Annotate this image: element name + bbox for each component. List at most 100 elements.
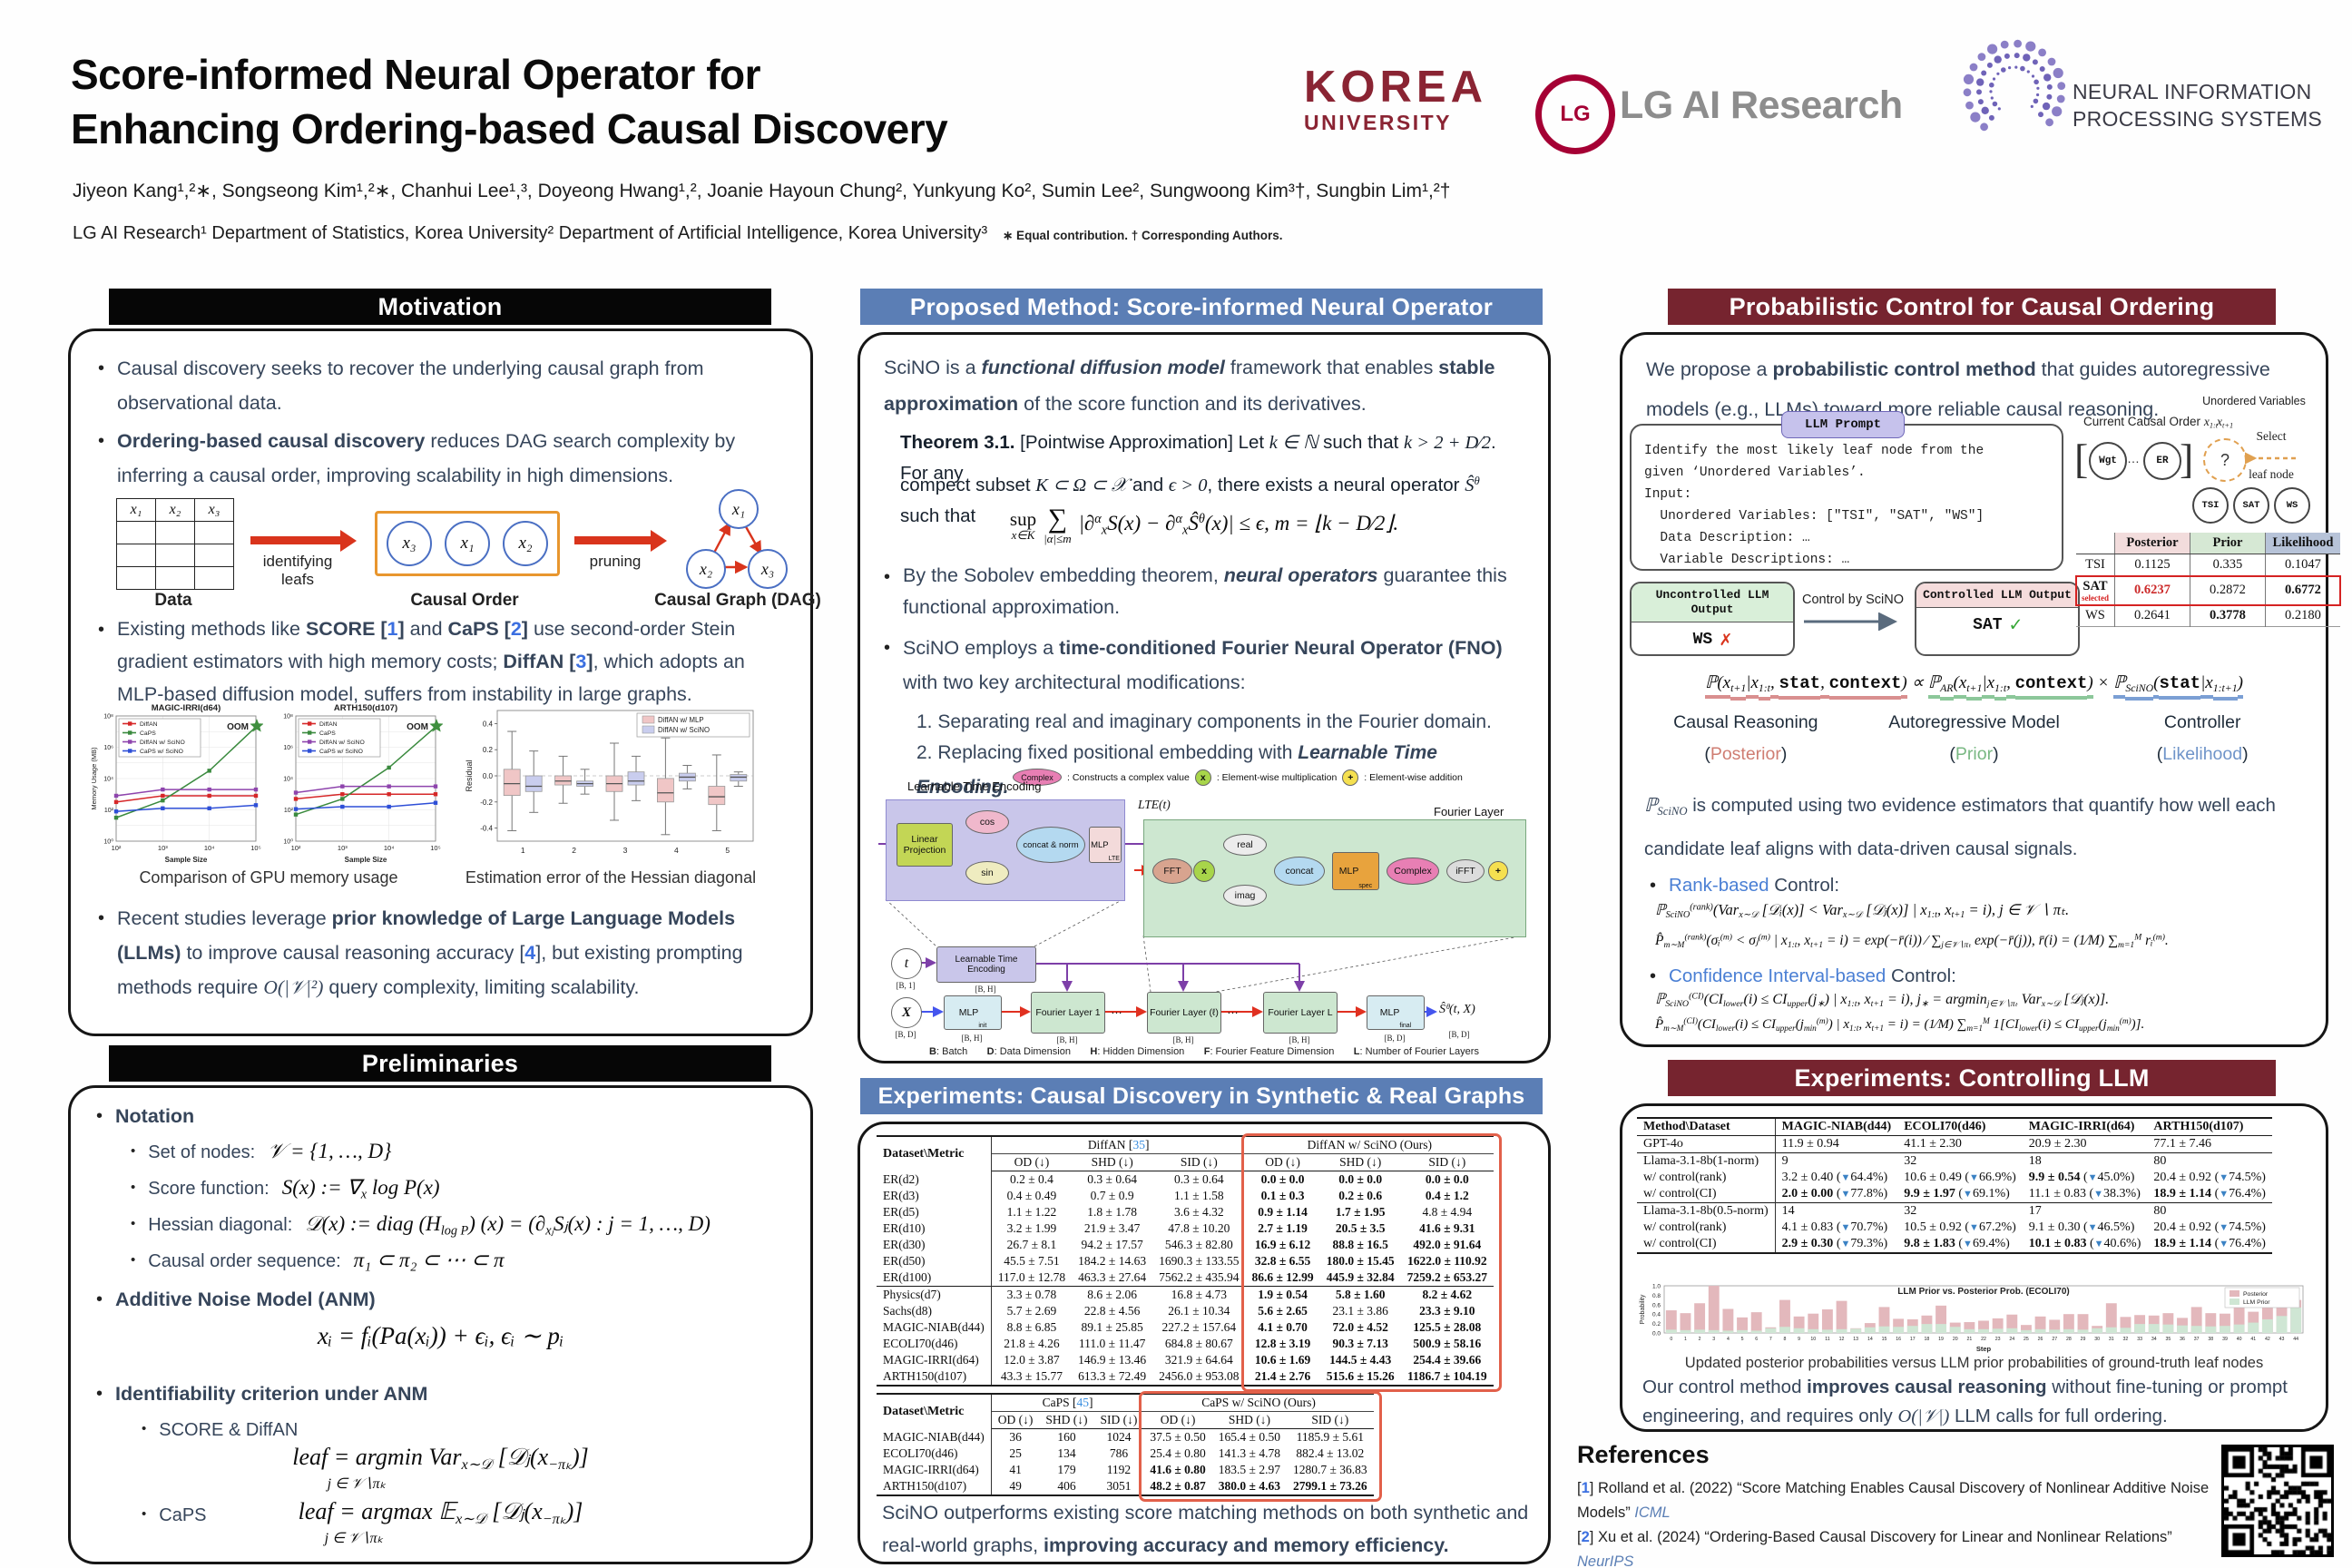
caps-results-table: Dataset\Metric CaPS [45] CaPS w/ SciNO (Ou… bbox=[877, 1391, 1382, 1502]
neurips-swirl-svg bbox=[1963, 39, 2066, 132]
column-header: SHD (↓) bbox=[1072, 1153, 1153, 1171]
table-cell: 515.6 ± 15.26 bbox=[1319, 1368, 1401, 1387]
column-header: MAGIC-IRRI(d64) bbox=[2022, 1117, 2148, 1136]
row-name: ER(d2) bbox=[877, 1171, 992, 1188]
paren: ) bbox=[1993, 744, 1999, 764]
text-segment: θ bbox=[1198, 512, 1205, 527]
column-header: SHD (↓) bbox=[1319, 1153, 1401, 1171]
chart-gpu-memory-arth150: 10² 10³ 10⁴ 10⁵ 10⁰ 10² 10⁴ 10⁶ 10⁸ ARTH150(d107)… bbox=[269, 701, 444, 865]
text-segment: (CI bbox=[1703, 992, 1723, 1007]
svg-text:0.2: 0.2 bbox=[483, 746, 494, 754]
bullet-dot: • bbox=[98, 431, 105, 451]
svg-text:36: 36 bbox=[2180, 1337, 2185, 1342]
svg-text:DiffAN w/ SciNO: DiffAN w/ SciNO bbox=[658, 726, 710, 734]
text-segment: P̂ bbox=[1655, 1017, 1664, 1033]
svg-text:30: 30 bbox=[2094, 1337, 2100, 1342]
svg-text:20: 20 bbox=[1953, 1337, 1958, 1342]
drop-arrow-icon: ▼ bbox=[2093, 1189, 2104, 1200]
drop-arrow-icon: ▼ bbox=[1969, 1222, 1979, 1233]
table-cell: 20.5 ± 3.5 bbox=[1335, 1221, 1386, 1235]
text-segment: SciNO bbox=[1657, 804, 1688, 818]
chart-svg: 10² 10³ 10⁴ 10⁵10⁰10²10⁴10⁶10⁸ARTH150(d107)… bbox=[283, 703, 444, 864]
table-cell: 1192 bbox=[1106, 1463, 1132, 1476]
text-segment: (m) bbox=[2119, 1017, 2132, 1026]
row-name: ER(d10) bbox=[877, 1220, 992, 1237]
text-segment: 1 bbox=[387, 618, 398, 640]
table-cell: 3.3 ± 0.78 bbox=[991, 1286, 1073, 1303]
svg-text:11: 11 bbox=[1825, 1337, 1829, 1342]
anm-label: • Additive Noise Model (ANM) bbox=[96, 1282, 376, 1317]
flow-caption-dag: Causal Graph (DAG) bbox=[654, 591, 821, 610]
svg-text:10²: 10² bbox=[112, 844, 122, 852]
reference-venue: NeurIPS bbox=[1577, 1553, 1634, 1568]
svg-text:Residual: Residual bbox=[465, 760, 474, 791]
table-row: w/ control(rank) 4.1 ± 0.83 (▼70.7%) 10.5 … bbox=[1637, 1220, 2272, 1236]
dim-label: [B, D] bbox=[895, 1030, 916, 1039]
svg-text:27: 27 bbox=[2052, 1337, 2057, 1342]
text-segment: L bbox=[1353, 1046, 1360, 1057]
item-label: Set of nodes: bbox=[148, 1142, 256, 1162]
table-cell: 21.4 ± 2.76 bbox=[1245, 1368, 1320, 1387]
text-segment: ) bbox=[2237, 673, 2243, 699]
text-segment: x bbox=[1182, 523, 1189, 538]
text-segment: (j bbox=[2098, 1017, 2107, 1033]
ellipsis: … bbox=[1227, 1003, 1239, 1016]
bullet-dot: • bbox=[96, 1289, 103, 1309]
mlp-lte-node: MLP LTE bbox=[1089, 827, 1122, 863]
cos-node: cos bbox=[965, 810, 1009, 834]
text-segment: , x bbox=[1797, 933, 1811, 948]
corner-header: Dataset\Metric bbox=[877, 1135, 992, 1171]
table-cell: 0.6237 bbox=[2113, 575, 2190, 605]
text-segment: < σⱼ bbox=[1732, 933, 1759, 948]
text-segment: Existing methods like bbox=[117, 618, 306, 640]
table-cell: 8.6 ± 2.06 bbox=[1072, 1286, 1153, 1303]
text-segment: , x bbox=[1857, 992, 1871, 1007]
authors: Jiyeon Kang¹,²∗, Songseong Kim¹,²∗, Chan… bbox=[73, 181, 1451, 201]
svg-text:10⁵: 10⁵ bbox=[250, 844, 260, 852]
title-line2: Enhancing Ordering-based Causal Discover… bbox=[71, 105, 948, 152]
cell-value: 18.9 ± 1.14 bbox=[2153, 1187, 2212, 1200]
text-segment: compect subset bbox=[900, 474, 1036, 495]
table-row: MAGIC-NIAB(d44) 8.8 ± 6.85 89.1 ± 25.85 227… bbox=[877, 1319, 1494, 1336]
table-cell: 0.0 ± 0.0 bbox=[1260, 1172, 1305, 1186]
bullet-dot: • bbox=[96, 1384, 103, 1404]
experiments-cd-panel: Dataset\Metric DiffAN [35] DiffAN w/ SciNO… bbox=[858, 1122, 1551, 1564]
text-segment: j∈𝒱∖πₜ bbox=[1941, 939, 1972, 950]
drop-arrow-icon: ▼ bbox=[1840, 1189, 1851, 1200]
bullet-text: By the Sobolev embedding theorem, neural… bbox=[903, 560, 1534, 623]
table-cell: 88.8 ± 16.5 bbox=[1332, 1238, 1388, 1251]
arrow-label-line2: leafs bbox=[281, 571, 314, 588]
row-name: Sachs(d8) bbox=[877, 1303, 992, 1319]
qr-canvas bbox=[2224, 1447, 2331, 1554]
svg-text:LLM Prior vs. Posterior Prob.: LLM Prior vs. Posterior Prob. (ECOLI70) bbox=[1897, 1287, 2069, 1297]
table-cell: 12.8 ± 3.19 bbox=[1254, 1337, 1311, 1350]
prompt-line: given ‘Unordered Variables’. bbox=[1644, 466, 1866, 480]
drop-percent: 70.7% bbox=[1850, 1220, 1884, 1234]
table-cell: 20.4 ± 0.92 (▼74.5%) bbox=[2153, 1171, 2266, 1184]
text-segment: such that bbox=[900, 505, 976, 526]
dim-label: [B, H] bbox=[961, 1034, 983, 1043]
table-cell: 9.9 ± 1.97 (▼69.1%) bbox=[1904, 1187, 2010, 1200]
column-header: ECOLI70(d46) bbox=[1897, 1117, 2023, 1136]
table-cell: 0.9 ± 1.14 bbox=[1258, 1205, 1308, 1219]
svg-text:Sample Size: Sample Size bbox=[345, 856, 387, 864]
text-segment: CaPS w/ SciNO (Ours) bbox=[1201, 1396, 1316, 1409]
neurips-logo-text: NEURAL INFORMATION PROCESSING SYSTEMS bbox=[2073, 78, 2322, 132]
llm-prompt-chip: LLM Prompt bbox=[1781, 411, 1905, 438]
table-cell: 22.8 ± 4.56 bbox=[1083, 1304, 1141, 1318]
text-segment: × bbox=[2092, 673, 2114, 692]
sum-operator: ∑ bbox=[1047, 504, 1068, 534]
table-cell: 1.8 ± 1.78 bbox=[1087, 1205, 1137, 1219]
caption-hessian-error: Estimation error of the Hessian diagonal bbox=[465, 868, 757, 887]
table-cell: 2.9 ± 0.30 (▼79.3%) bbox=[1775, 1236, 1898, 1254]
scino-architecture-diagram: Complex: Constructs a complex value x: E… bbox=[878, 769, 1530, 1057]
row-name: w/ control(rank) bbox=[1637, 1170, 1776, 1186]
text-segment: K ⊂ Ω ⊂ 𝒳 bbox=[1035, 475, 1128, 495]
svg-text:Posterior: Posterior bbox=[2243, 1291, 2269, 1298]
table-cell: 5.7 ± 2.69 bbox=[1006, 1304, 1057, 1318]
table-cell: 380.0 ± 4.63 bbox=[1211, 1478, 1287, 1496]
bullet-dot: • bbox=[142, 1421, 147, 1436]
bracket-close: ] bbox=[2180, 436, 2194, 482]
dag-node: x₁ bbox=[719, 489, 759, 529]
text-segment: DiffAN w/ SciNO (Ours) bbox=[1307, 1138, 1432, 1152]
